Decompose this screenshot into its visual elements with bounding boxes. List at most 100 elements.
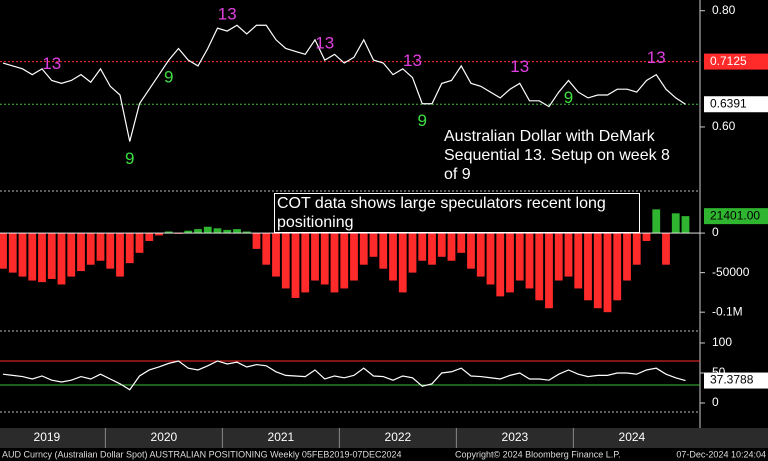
bar bbox=[155, 233, 163, 236]
bar bbox=[515, 233, 524, 281]
bar bbox=[125, 233, 134, 264]
bar bbox=[574, 233, 583, 289]
bar bbox=[593, 233, 602, 309]
bar bbox=[389, 233, 397, 281]
demark-label: 13 bbox=[647, 48, 666, 67]
bar bbox=[447, 233, 456, 261]
price-line bbox=[2, 24, 686, 142]
year-band bbox=[0, 428, 768, 448]
demark-label: 13 bbox=[510, 57, 529, 76]
demark-label: 13 bbox=[315, 34, 334, 53]
bar bbox=[281, 233, 290, 289]
footer-left: AUD Curncy (Australian Dollar Spot) AUST… bbox=[2, 449, 401, 459]
y-tick-label: 0.60 bbox=[712, 119, 736, 133]
bar bbox=[418, 233, 427, 261]
price-annotation: Australian Dollar with DeMark Sequential… bbox=[444, 128, 670, 183]
bar bbox=[330, 233, 339, 293]
bar bbox=[203, 226, 212, 234]
value-box bbox=[704, 53, 768, 70]
bar bbox=[184, 230, 193, 234]
bar bbox=[135, 233, 144, 253]
x-tick-label: 2022 bbox=[385, 430, 412, 444]
y-tick-label: 0 bbox=[712, 225, 719, 239]
bar bbox=[398, 233, 407, 293]
value-box-label: 0.6391 bbox=[710, 96, 747, 110]
bar bbox=[496, 233, 505, 297]
bar bbox=[38, 233, 46, 283]
bar bbox=[359, 233, 368, 265]
bar bbox=[57, 233, 66, 285]
bar bbox=[8, 233, 17, 273]
bar bbox=[369, 233, 378, 257]
demark-label: 13 bbox=[42, 54, 61, 73]
bar bbox=[457, 233, 466, 253]
x-tick-label: 2019 bbox=[34, 430, 61, 444]
bar bbox=[545, 233, 553, 309]
bar bbox=[213, 228, 222, 234]
demark-label: 9 bbox=[164, 68, 173, 87]
bar bbox=[320, 233, 329, 285]
bar bbox=[584, 233, 592, 301]
bar bbox=[145, 233, 154, 241]
bar bbox=[467, 233, 475, 269]
bar bbox=[223, 229, 232, 234]
bar bbox=[662, 233, 670, 265]
bar bbox=[194, 229, 202, 234]
y-tick-label: 0 bbox=[712, 395, 719, 409]
bar bbox=[262, 233, 271, 265]
value-box-label: 21401.00 bbox=[710, 208, 760, 222]
bar bbox=[18, 233, 27, 277]
y-tick-label: -0.1M bbox=[712, 304, 743, 318]
bar bbox=[233, 229, 241, 234]
bar bbox=[301, 233, 310, 293]
bar bbox=[671, 213, 680, 234]
bar bbox=[525, 233, 534, 289]
bar bbox=[486, 233, 495, 285]
bar bbox=[311, 233, 319, 281]
bar bbox=[96, 233, 105, 261]
bar bbox=[379, 233, 388, 269]
demark-label: 9 bbox=[564, 88, 573, 107]
x-tick-label: 2024 bbox=[619, 430, 646, 444]
footer-right: 07-Dec-2024 10:24:04 bbox=[676, 449, 766, 459]
x-tick-label: 2021 bbox=[268, 430, 295, 444]
bar bbox=[437, 233, 446, 257]
bar bbox=[28, 233, 37, 281]
bar bbox=[535, 233, 544, 301]
bar bbox=[340, 233, 349, 289]
bar bbox=[623, 233, 631, 281]
bar bbox=[476, 233, 485, 277]
rsi-line bbox=[2, 360, 686, 391]
demark-label: 13 bbox=[218, 5, 237, 24]
value-box bbox=[704, 208, 768, 225]
bar bbox=[164, 231, 173, 234]
bar bbox=[116, 233, 124, 277]
y-tick-label: 100 bbox=[712, 335, 732, 349]
bar bbox=[47, 233, 56, 279]
bar bbox=[564, 233, 573, 277]
bar bbox=[291, 233, 300, 298]
bar bbox=[428, 233, 436, 265]
bar bbox=[67, 233, 76, 277]
bar bbox=[632, 233, 641, 265]
bar bbox=[603, 233, 612, 313]
bar bbox=[642, 233, 651, 241]
y-tick-label: 0.80 bbox=[712, 3, 736, 17]
bar bbox=[350, 233, 358, 281]
value-box-label: 37.3788 bbox=[710, 373, 754, 387]
x-tick-label: 2023 bbox=[502, 430, 529, 444]
bar bbox=[408, 233, 417, 273]
cot-annotation: COT data shows large speculators recent … bbox=[274, 193, 640, 233]
value-box-label: 0.7125 bbox=[710, 54, 747, 68]
demark-label: 13 bbox=[403, 51, 422, 70]
bar bbox=[252, 233, 261, 249]
bar bbox=[0, 233, 7, 269]
bar bbox=[242, 231, 251, 234]
x-tick-label: 2020 bbox=[151, 430, 178, 444]
bar bbox=[272, 233, 280, 277]
bar bbox=[77, 233, 85, 272]
y-tick-label: -50000 bbox=[712, 265, 750, 279]
bar bbox=[554, 233, 563, 281]
